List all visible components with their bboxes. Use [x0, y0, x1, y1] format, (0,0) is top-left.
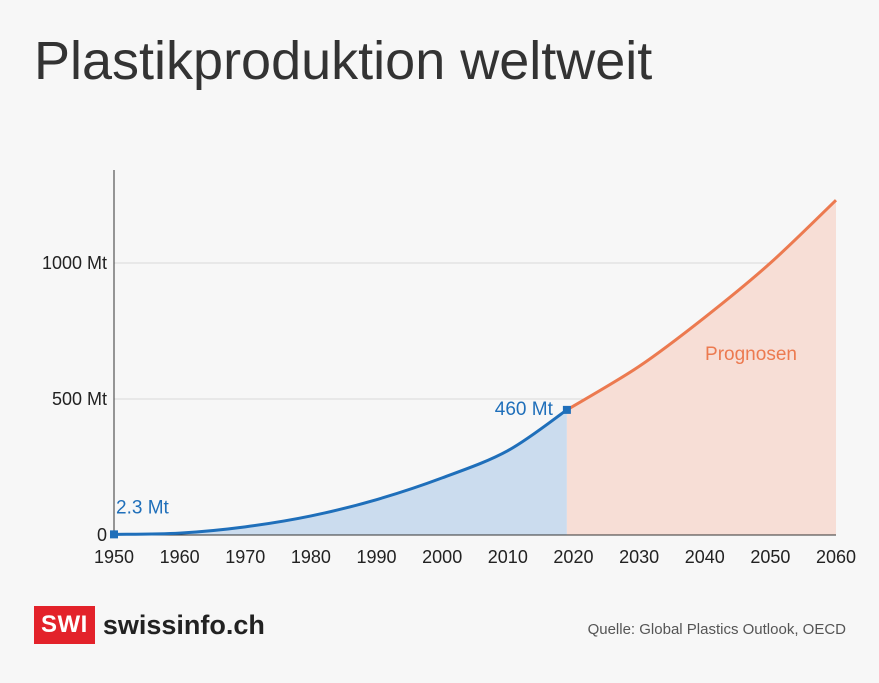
x-tick-label: 2000: [422, 547, 462, 567]
historical-area: [114, 409, 567, 535]
x-tick-labels: 1950 1960 1970 1980 1990 2000 2010 2020 2030 2040…: [94, 547, 856, 567]
annotations: 2.3 Mt 460 Mt: [116, 399, 554, 518]
swi-badge: SWI: [34, 606, 95, 644]
x-tick-label: 2050: [750, 547, 790, 567]
y-tick-label: 500 Mt: [52, 389, 107, 409]
data-point-marker: [562, 405, 571, 414]
forecast-area: [566, 200, 836, 535]
x-tick-label: 2010: [488, 547, 528, 567]
data-label: 460 Mt: [495, 399, 554, 420]
source-note: Quelle: Global Plastics Outlook, OECD: [587, 621, 846, 638]
x-tick-label: 1960: [160, 547, 200, 567]
y-tick-label: 0: [97, 525, 107, 545]
markers: [110, 405, 571, 539]
x-tick-label: 1990: [357, 547, 397, 567]
swissinfo-logo[interactable]: SWI swissinfo.ch: [34, 606, 265, 644]
y-tick-labels: 0 500 Mt 1000 Mt: [42, 253, 107, 545]
x-tick-label: 1950: [94, 547, 134, 567]
x-tick-label: 2060: [816, 547, 856, 567]
data-point-marker: [110, 530, 118, 539]
x-tick-label: 1970: [225, 547, 265, 567]
y-tick-label: 1000 Mt: [42, 253, 107, 273]
forecast-series-label: Prognosen: [705, 344, 797, 365]
x-tick-label: 2040: [685, 547, 725, 567]
x-tick-label: 1980: [291, 547, 331, 567]
x-tick-label: 2030: [619, 547, 659, 567]
swissinfo-wordmark: swissinfo.ch: [102, 609, 265, 640]
x-tick-label: 2020: [553, 547, 593, 567]
data-label: 2.3 Mt: [116, 497, 170, 518]
chart-title: Plastikproduktion weltweit: [34, 31, 653, 91]
forecast-line: [566, 199, 838, 412]
historical-line: [113, 408, 568, 536]
